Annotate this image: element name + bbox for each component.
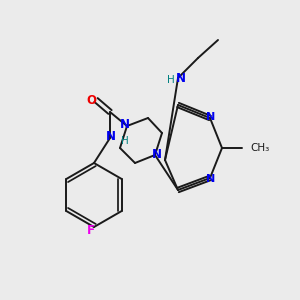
Text: H: H <box>121 136 129 146</box>
Text: N: N <box>206 112 216 122</box>
Text: O: O <box>86 94 96 106</box>
Text: F: F <box>87 224 95 238</box>
Text: N: N <box>106 130 116 143</box>
Text: CH₃: CH₃ <box>250 143 269 153</box>
Text: N: N <box>120 118 130 131</box>
Text: N: N <box>176 71 186 85</box>
Text: N: N <box>152 148 162 160</box>
Text: H: H <box>167 75 175 85</box>
Text: N: N <box>206 174 216 184</box>
